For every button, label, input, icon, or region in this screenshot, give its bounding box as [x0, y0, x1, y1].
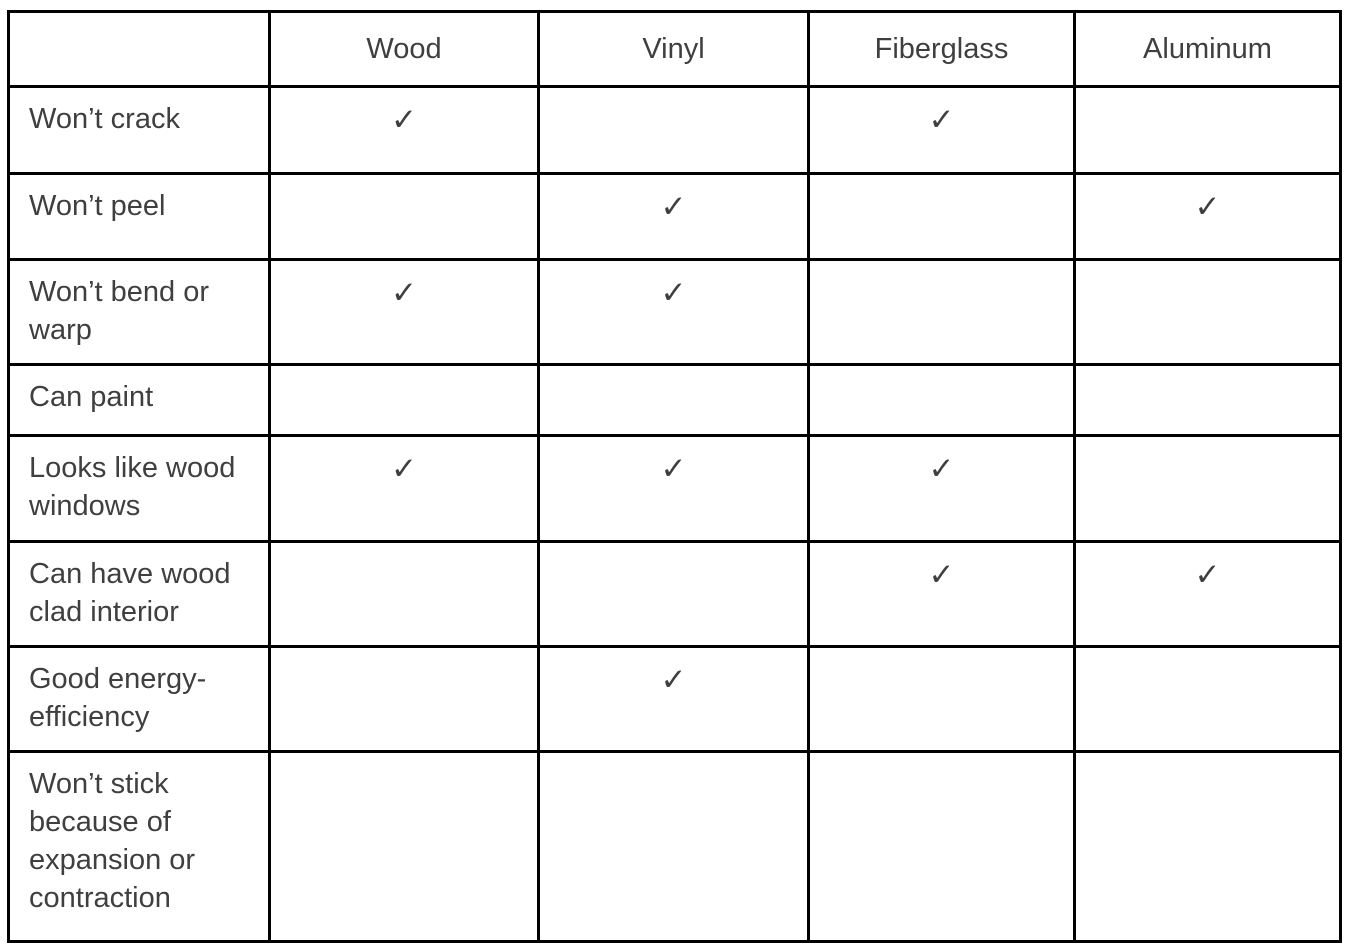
check-cell: ✓ [1073, 540, 1342, 648]
check-cell: ✓ [537, 645, 810, 753]
check-cell: ✓ [537, 434, 810, 543]
check-cell [1073, 363, 1342, 437]
check-cell [537, 363, 810, 437]
comparison-table: Wood Vinyl Fiberglass Aluminum Won’t cra… [7, 10, 1342, 943]
check-cell [1073, 750, 1342, 943]
table-row-wont-crack: Won’t crack ✓ ✓ [7, 85, 1342, 175]
check-cell: ✓ [268, 434, 540, 543]
table-row-good-energy-efficiency: Good energy-efficiency ✓ [7, 645, 1342, 753]
check-icon: ✓ [391, 275, 417, 310]
table-row-wont-bend-or-warp: Won’t bend or warp ✓ ✓ [7, 258, 1342, 366]
check-cell [268, 540, 540, 648]
check-cell: ✓ [807, 85, 1076, 175]
row-label: Good energy-efficiency [7, 645, 271, 753]
check-cell [807, 750, 1076, 943]
check-cell [1073, 434, 1342, 543]
row-label: Won’t peel [7, 172, 271, 261]
column-header-wood: Wood [268, 10, 540, 88]
check-icon: ✓ [928, 557, 955, 592]
check-icon: ✓ [391, 451, 417, 486]
table-row-can-have-wood-clad-interior: Can have wood clad interior ✓ ✓ [7, 540, 1342, 648]
check-cell: ✓ [1073, 172, 1342, 261]
table-row-can-paint: Can paint [7, 363, 1342, 437]
row-label: Can have wood clad interior [7, 540, 271, 648]
check-icon: ✓ [660, 451, 687, 486]
check-cell [537, 750, 810, 943]
check-cell: ✓ [537, 258, 810, 366]
check-cell [1073, 645, 1342, 753]
row-label: Won’t bend or warp [7, 258, 271, 366]
table-row-looks-like-wood-windows: Looks like wood windows ✓ ✓ ✓ [7, 434, 1342, 543]
check-icon: ✓ [660, 275, 687, 310]
check-icon: ✓ [928, 451, 955, 486]
check-cell [537, 540, 810, 648]
corner-header-cell [7, 10, 271, 88]
check-icon: ✓ [1194, 189, 1221, 224]
check-cell [1073, 258, 1342, 366]
check-cell [537, 85, 810, 175]
header-row: Wood Vinyl Fiberglass Aluminum [7, 10, 1342, 88]
check-cell [807, 645, 1076, 753]
table-row-wont-stick: Won’t stick because of expansion or cont… [7, 750, 1342, 943]
check-cell: ✓ [268, 85, 540, 175]
check-cell [268, 363, 540, 437]
check-cell [807, 258, 1076, 366]
check-cell [268, 750, 540, 943]
check-cell: ✓ [807, 434, 1076, 543]
check-icon: ✓ [1194, 557, 1221, 592]
check-cell: ✓ [537, 172, 810, 261]
column-header-vinyl: Vinyl [537, 10, 810, 88]
row-label: Won’t crack [7, 85, 271, 175]
column-header-fiberglass: Fiberglass [807, 10, 1076, 88]
check-icon: ✓ [391, 102, 417, 137]
check-cell [268, 172, 540, 261]
column-header-aluminum: Aluminum [1073, 10, 1342, 88]
check-cell: ✓ [268, 258, 540, 366]
check-icon: ✓ [660, 662, 687, 697]
row-label: Won’t stick because of expansion or cont… [7, 750, 271, 943]
check-icon: ✓ [660, 189, 687, 224]
check-cell [268, 645, 540, 753]
row-label: Can paint [7, 363, 271, 437]
check-cell [1073, 85, 1342, 175]
check-cell: ✓ [807, 540, 1076, 648]
row-label: Looks like wood windows [7, 434, 271, 543]
check-icon: ✓ [928, 102, 955, 137]
check-cell [807, 363, 1076, 437]
check-cell [807, 172, 1076, 261]
table-row-wont-peel: Won’t peel ✓ ✓ [7, 172, 1342, 261]
